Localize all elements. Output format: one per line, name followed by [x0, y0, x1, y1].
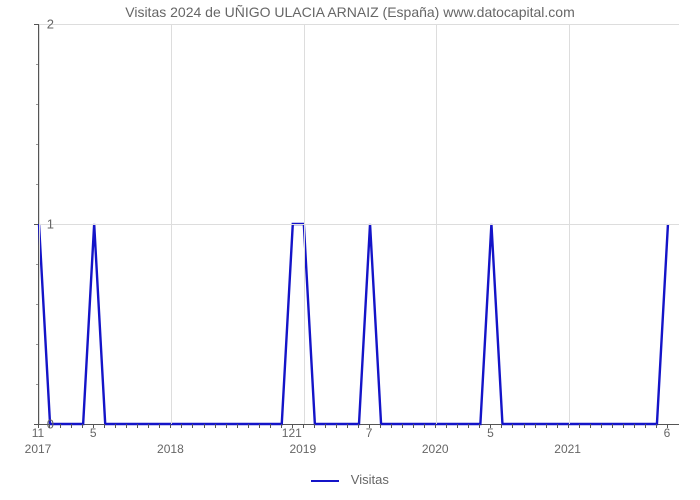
xtick-mark: [579, 424, 580, 428]
xtick-mark: [524, 424, 525, 428]
xtick-mark: [457, 424, 458, 428]
x-value-label: 11: [32, 426, 44, 440]
xtick-mark: [512, 424, 513, 428]
xtick-mark: [413, 424, 414, 428]
xtick-mark: [479, 424, 480, 428]
xtick-mark: [303, 424, 304, 428]
xtick-mark: [148, 424, 149, 428]
ytick-mark: [34, 224, 38, 225]
legend-label: Visitas: [351, 472, 389, 487]
plot-area: [38, 24, 679, 425]
xtick-mark: [259, 424, 260, 428]
xtick-mark: [137, 424, 138, 428]
ytick-mark-minor: [36, 344, 38, 345]
xtick-mark: [590, 424, 591, 428]
xtick-mark: [501, 424, 502, 428]
x-value-label: 5: [90, 426, 97, 440]
xtick-mark: [270, 424, 271, 428]
ytick-mark-minor: [36, 384, 38, 385]
xtick-mark: [215, 424, 216, 428]
xtick-mark: [557, 424, 558, 428]
ytick-label: 2: [24, 17, 54, 32]
chart-title: Visitas 2024 de UÑIGO ULACIA ARNAIZ (Esp…: [0, 4, 700, 20]
xtick-mark: [402, 424, 403, 428]
xtick-mark: [71, 424, 72, 428]
xtick-mark: [535, 424, 536, 428]
xtick-mark: [623, 424, 624, 428]
xtick-mark: [601, 424, 602, 428]
xtick-mark: [634, 424, 635, 428]
xtick-mark: [60, 424, 61, 428]
ytick-mark-minor: [36, 144, 38, 145]
xtick-mark: [336, 424, 337, 428]
xtick-mark: [468, 424, 469, 428]
xtick-mark: [226, 424, 227, 428]
xtick-mark: [546, 424, 547, 428]
x-year-label: 2018: [157, 442, 184, 456]
xtick-mark: [612, 424, 613, 428]
xtick-mark: [181, 424, 182, 428]
xtick-mark: [645, 424, 646, 428]
gridline-h: [39, 224, 679, 225]
xtick-mark: [347, 424, 348, 428]
x-year-label: 2021: [554, 442, 581, 456]
xtick-mark: [325, 424, 326, 428]
xtick-mark: [192, 424, 193, 428]
ytick-mark-minor: [36, 264, 38, 265]
x-year-label: 2017: [25, 442, 52, 456]
xtick-mark: [380, 424, 381, 428]
xtick-mark: [204, 424, 205, 428]
visits-chart: Visitas 2024 de UÑIGO ULACIA ARNAIZ (Esp…: [0, 0, 700, 500]
x-year-label: 2020: [422, 442, 449, 456]
legend-swatch: [311, 480, 339, 482]
xtick-mark: [104, 424, 105, 428]
ytick-mark-minor: [36, 104, 38, 105]
xtick-mark: [248, 424, 249, 428]
xtick-mark: [446, 424, 447, 428]
xtick-mark: [656, 424, 657, 428]
xtick-mark: [159, 424, 160, 428]
xtick-mark: [126, 424, 127, 428]
xtick-mark: [391, 424, 392, 428]
x-year-label: 2019: [289, 442, 316, 456]
xtick-mark: [82, 424, 83, 428]
ytick-mark-minor: [36, 64, 38, 65]
ytick-label: 1: [24, 217, 54, 232]
xtick-mark: [568, 424, 569, 428]
xtick-mark: [237, 424, 238, 428]
ytick-mark-minor: [36, 184, 38, 185]
x-value-label: 121: [282, 426, 302, 440]
xtick-mark: [49, 424, 50, 428]
x-value-label: 5: [487, 426, 494, 440]
ytick-mark: [34, 24, 38, 25]
xtick-mark: [115, 424, 116, 428]
x-value-label: 6: [664, 426, 671, 440]
legend: Visitas: [0, 472, 700, 487]
gridline-h: [39, 24, 679, 25]
xtick-mark: [358, 424, 359, 428]
xtick-mark: [170, 424, 171, 428]
xtick-mark: [424, 424, 425, 428]
xtick-mark: [314, 424, 315, 428]
ytick-mark-minor: [36, 304, 38, 305]
xtick-mark: [435, 424, 436, 428]
x-value-label: 7: [366, 426, 373, 440]
